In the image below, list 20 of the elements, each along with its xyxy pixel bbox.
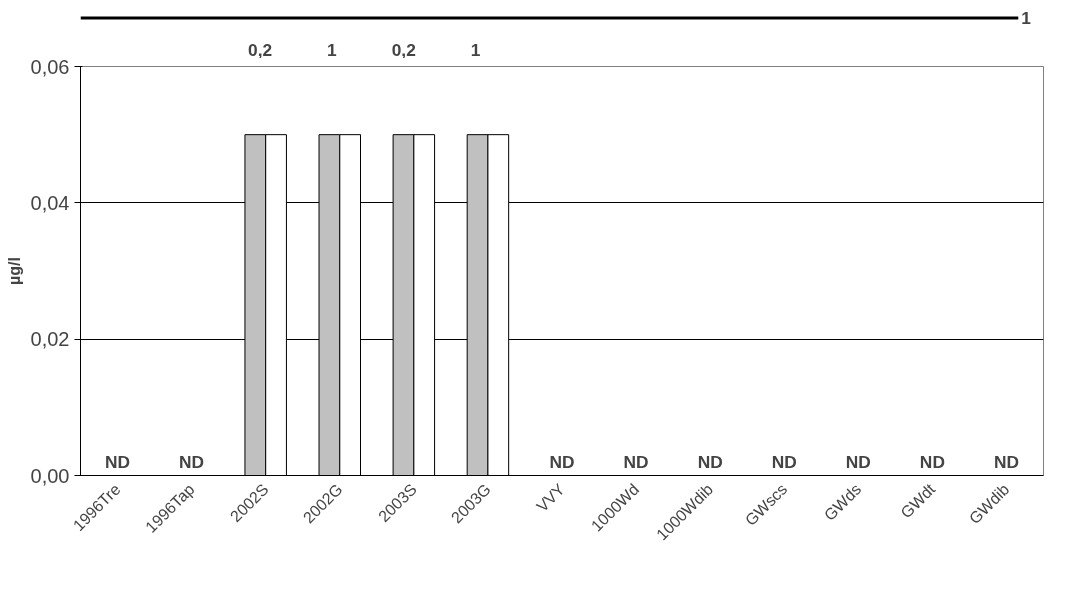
y-tick-label: 0,04 [30, 191, 70, 214]
text: 0,2 [391, 39, 416, 60]
y-tick-label: 0,02 [30, 328, 70, 351]
annotation: ND [845, 451, 871, 472]
y-tick-label: 0,06 [30, 55, 70, 78]
text: 1 [327, 39, 338, 60]
text: 1 [1021, 7, 1032, 28]
annotation: ND [549, 451, 575, 472]
x-tick-label: VVY [533, 480, 569, 516]
y-axis-title: µg/l [5, 257, 23, 285]
annotation: ND [623, 451, 649, 472]
annotation: ND [919, 451, 945, 472]
annotation: ND [179, 451, 205, 472]
text: 0,2 [248, 39, 273, 60]
annotation: ND [993, 451, 1019, 472]
y-tick-label: 0,00 [30, 464, 70, 487]
annotation: ND [697, 451, 723, 472]
annotation: ND [105, 451, 131, 472]
text: 1 [470, 39, 481, 60]
annotation: ND [771, 451, 797, 472]
